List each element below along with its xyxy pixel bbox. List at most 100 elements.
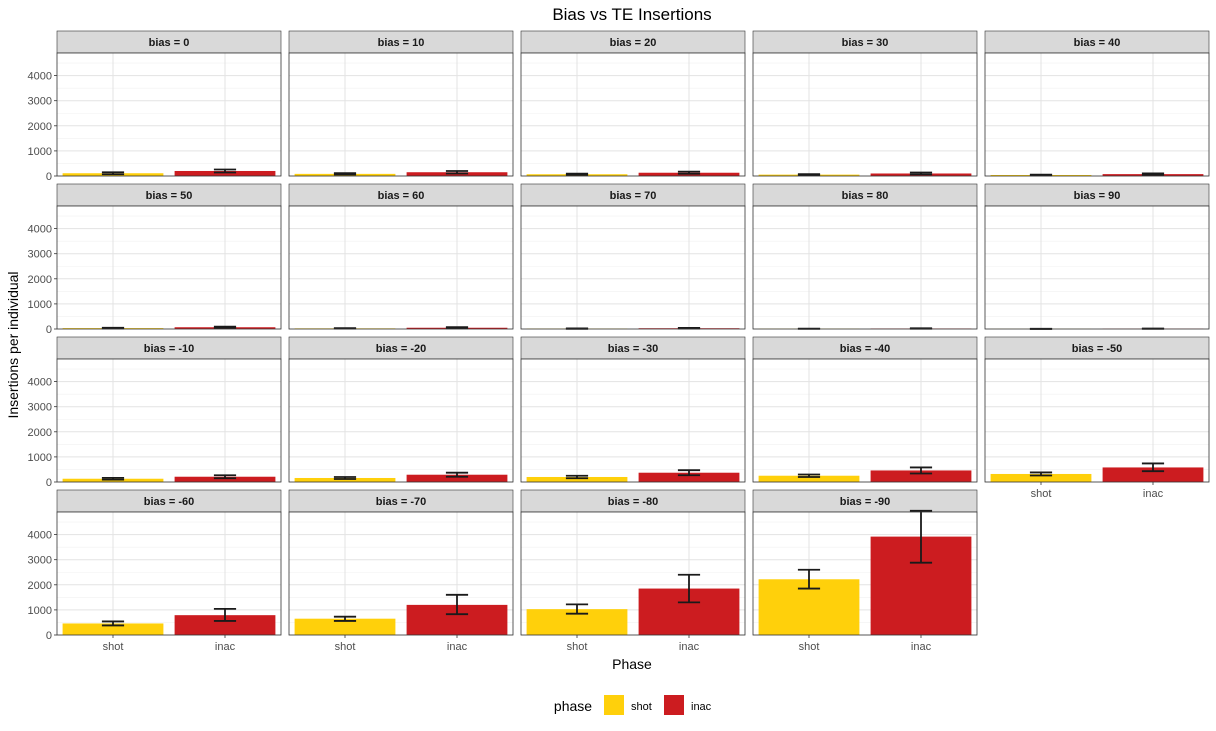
bar-inac — [638, 472, 740, 482]
panel-background — [57, 359, 281, 482]
panel-border — [56, 52, 282, 177]
y-tick-label: 2000 — [28, 121, 52, 133]
facet-panel: bias = 0 0 1000 2000 3000 4000 — [28, 30, 282, 183]
chart-title: Bias vs TE Insertions — [552, 5, 711, 24]
panel-border — [288, 52, 514, 177]
panel-border — [984, 52, 1210, 177]
facet-strip-label: bias = -10 — [144, 343, 194, 355]
y-tick-label: 3000 — [28, 249, 52, 261]
y-tick-label: 4000 — [28, 71, 52, 83]
y-tick-label: 3000 — [28, 402, 52, 414]
panel-background — [521, 53, 745, 176]
panel-border — [56, 205, 282, 330]
facet-panel: bias = -60 0 1000 2000 3000 4000 shot inac — [28, 489, 282, 653]
facet-panel: bias = -40 — [752, 336, 978, 483]
facet-strip-label: bias = 90 — [1074, 190, 1121, 202]
bar-inac — [870, 470, 972, 482]
facet-strip-label: bias = -20 — [376, 343, 426, 355]
y-tick-label: 1000 — [28, 605, 52, 617]
facet-strip-label: bias = 80 — [842, 190, 889, 202]
legend-title: phase — [554, 698, 592, 714]
facet-strip-label: bias = -40 — [840, 343, 890, 355]
y-tick-label: 0 — [46, 630, 52, 642]
panel-background — [753, 206, 977, 329]
y-tick-label: 3000 — [28, 555, 52, 567]
x-tick-label: inac — [1143, 488, 1164, 500]
facet-strip-label: bias = -50 — [1072, 343, 1122, 355]
bar-inac — [406, 474, 508, 482]
legend-label: shot — [631, 701, 652, 713]
facet-panels: bias = 0 0 1000 2000 3000 4000 bias = 10 bias =… — [28, 30, 1210, 653]
bar-inac — [1102, 467, 1204, 482]
bar-shot — [758, 475, 860, 482]
y-tick-label: 2000 — [28, 427, 52, 439]
panel-background — [753, 359, 977, 482]
y-tick-label: 3000 — [28, 96, 52, 108]
facet-panel: bias = 60 — [288, 183, 514, 330]
facet-panel: bias = 90 — [984, 183, 1210, 330]
panel-background — [985, 206, 1209, 329]
y-tick-label: 1000 — [28, 452, 52, 464]
facet-panel: bias = 20 — [520, 30, 746, 177]
y-tick-label: 4000 — [28, 377, 52, 389]
bar-inac — [174, 615, 276, 635]
facet-strip-label: bias = -80 — [608, 496, 658, 508]
x-tick-label: shot — [799, 641, 820, 653]
legend-key-inac — [664, 695, 684, 715]
x-tick-label: shot — [335, 641, 356, 653]
facet-panel: bias = -10 0 1000 2000 3000 4000 — [28, 336, 282, 489]
legend-label: inac — [691, 701, 712, 713]
facet-panel: bias = -90 shot inac — [752, 489, 978, 653]
y-tick-label: 0 — [46, 171, 52, 183]
panel-background — [289, 206, 513, 329]
x-tick-label: inac — [911, 641, 932, 653]
facet-panel: bias = -50 shot inac — [984, 336, 1210, 500]
bar-inac — [174, 476, 276, 482]
x-tick-label: shot — [103, 641, 124, 653]
panel-border — [520, 205, 746, 330]
facet-strip-label: bias = 50 — [146, 190, 193, 202]
bar-shot — [294, 477, 396, 482]
x-tick-label: shot — [1031, 488, 1052, 500]
y-tick-label: 1000 — [28, 146, 52, 158]
facet-strip-label: bias = 30 — [842, 37, 889, 49]
panel-background — [985, 359, 1209, 482]
x-tick-label: inac — [447, 641, 468, 653]
facet-panel: bias = -70 shot inac — [288, 489, 514, 653]
panel-background — [289, 53, 513, 176]
y-tick-label: 2000 — [28, 274, 52, 286]
panel-border — [288, 511, 514, 636]
bar-inac — [174, 170, 276, 176]
panel-border — [752, 511, 978, 636]
legend: phase shot inac — [554, 695, 712, 715]
facet-strip-label: bias = 60 — [378, 190, 425, 202]
y-tick-label: 2000 — [28, 580, 52, 592]
panel-border — [752, 205, 978, 330]
y-tick-label: 4000 — [28, 224, 52, 236]
facet-panel: bias = 10 — [288, 30, 514, 177]
y-tick-label: 0 — [46, 324, 52, 336]
panel-background — [521, 206, 745, 329]
facet-strip-label: bias = -30 — [608, 343, 658, 355]
panel-background — [57, 206, 281, 329]
x-tick-label: shot — [567, 641, 588, 653]
facet-strip-label: bias = -70 — [376, 496, 426, 508]
facet-strip-label: bias = -90 — [840, 496, 890, 508]
panel-border — [984, 358, 1210, 483]
facet-strip-label: bias = 40 — [1074, 37, 1121, 49]
bar-shot — [294, 618, 396, 635]
bar-shot — [526, 476, 628, 482]
facet-strip-label: bias = 70 — [610, 190, 657, 202]
panel-border — [984, 205, 1210, 330]
panel-background — [521, 359, 745, 482]
legend-key-shot — [604, 695, 624, 715]
panel-border — [752, 52, 978, 177]
y-tick-label: 4000 — [28, 530, 52, 542]
panel-border — [56, 358, 282, 483]
panel-background — [289, 359, 513, 482]
panel-border — [520, 511, 746, 636]
y-axis-title: Insertions per individual — [5, 271, 21, 418]
facet-strip-label: bias = 20 — [610, 37, 657, 49]
facet-strip-label: bias = 0 — [149, 37, 190, 49]
